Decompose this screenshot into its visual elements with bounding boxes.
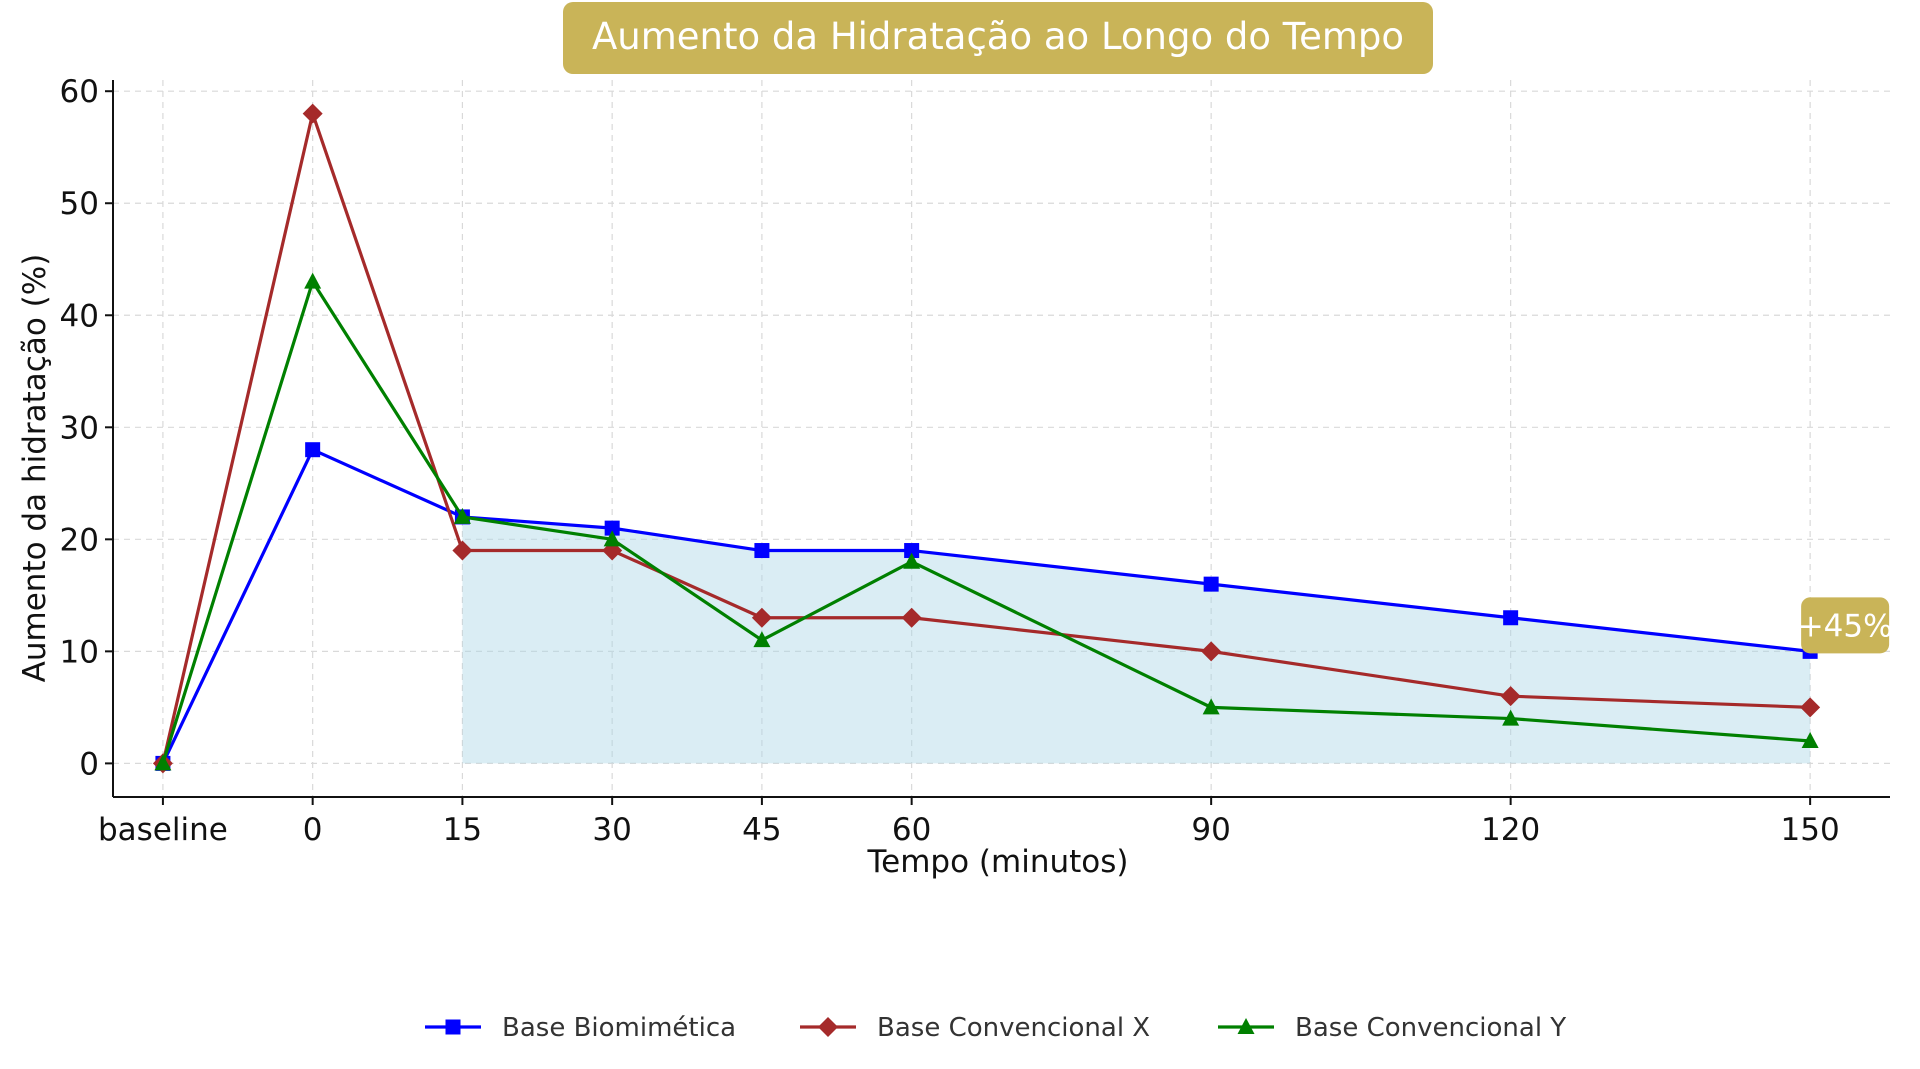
- series-group: [152, 103, 1821, 774]
- y-tick-label: 20: [60, 522, 99, 558]
- annotation-text: +45%: [1798, 608, 1893, 644]
- data-point: [305, 442, 321, 458]
- y-tick-label: 30: [60, 410, 99, 446]
- x-tick-label: 60: [892, 812, 931, 848]
- data-point: [302, 103, 323, 124]
- tick-labels: 0 10 20 30 40 50 60 baseline 0 15 30 45 60 90 120 150: [60, 74, 1840, 848]
- legend-marker: [445, 1019, 461, 1035]
- data-point: [1500, 686, 1521, 707]
- legend-label: Base Convencional X: [877, 1013, 1150, 1043]
- x-tick-label: baseline: [98, 812, 228, 848]
- y-tick-label: 50: [60, 186, 99, 222]
- legend-item: Base Convencional Y: [1218, 1013, 1566, 1043]
- legend-label: Base Biomimética: [502, 1013, 736, 1043]
- x-tick-label: 120: [1481, 812, 1540, 848]
- axes: [112, 80, 1890, 798]
- x-axis-label: Tempo (minutos): [866, 844, 1128, 880]
- legend-marker: [1237, 1018, 1255, 1034]
- x-tick-label: 90: [1191, 812, 1230, 848]
- title-box: Aumento da Hidratação ao Longo do Tempo: [563, 2, 1433, 74]
- legend-marker: [818, 1017, 838, 1037]
- data-point: [901, 607, 922, 628]
- data-point: [1203, 576, 1219, 592]
- data-point: [604, 520, 620, 536]
- annotation-badge: +45%: [1798, 597, 1893, 654]
- data-point: [603, 530, 621, 547]
- x-tick-label: 30: [592, 812, 631, 848]
- y-tick-label: 10: [60, 634, 99, 670]
- data-point: [1202, 698, 1220, 715]
- y-tick-label: 0: [79, 746, 99, 782]
- data-point: [304, 272, 322, 289]
- data-point: [753, 631, 771, 648]
- x-tick-label: 15: [443, 812, 482, 848]
- y-axis-label: Aumento da hidratação (%): [17, 254, 53, 683]
- legend-label: Base Convencional Y: [1295, 1013, 1566, 1043]
- shaded-area-fill: [462, 516, 1811, 764]
- y-tick-label: 40: [60, 298, 99, 334]
- legend-item: Base Biomimética: [425, 1013, 736, 1043]
- data-point: [1800, 697, 1821, 718]
- data-point: [1801, 731, 1819, 748]
- data-point: [754, 543, 770, 559]
- data-point: [453, 507, 471, 524]
- x-tick-label: 0: [303, 812, 323, 848]
- shaded-area: [462, 516, 1811, 764]
- x-tick-label: 150: [1781, 812, 1840, 848]
- data-point: [1201, 641, 1222, 662]
- annotation-box: [1801, 597, 1890, 654]
- data-point: [1502, 709, 1520, 726]
- data-point: [154, 754, 172, 771]
- data-point: [452, 540, 473, 561]
- legend: Base Biomimética Base Convencional X Base …: [425, 1013, 1566, 1043]
- data-point: [751, 607, 772, 628]
- data-point: [1503, 610, 1519, 626]
- series-3: [154, 272, 1819, 771]
- grid: [113, 80, 1890, 797]
- data-point: [904, 543, 920, 559]
- x-tick-label: 45: [742, 812, 781, 848]
- legend-item: Base Convencional X: [800, 1013, 1150, 1043]
- chart-title: Aumento da Hidratação ao Longo do Tempo: [592, 15, 1404, 58]
- data-point: [903, 552, 921, 569]
- y-tick-label: 60: [60, 74, 99, 110]
